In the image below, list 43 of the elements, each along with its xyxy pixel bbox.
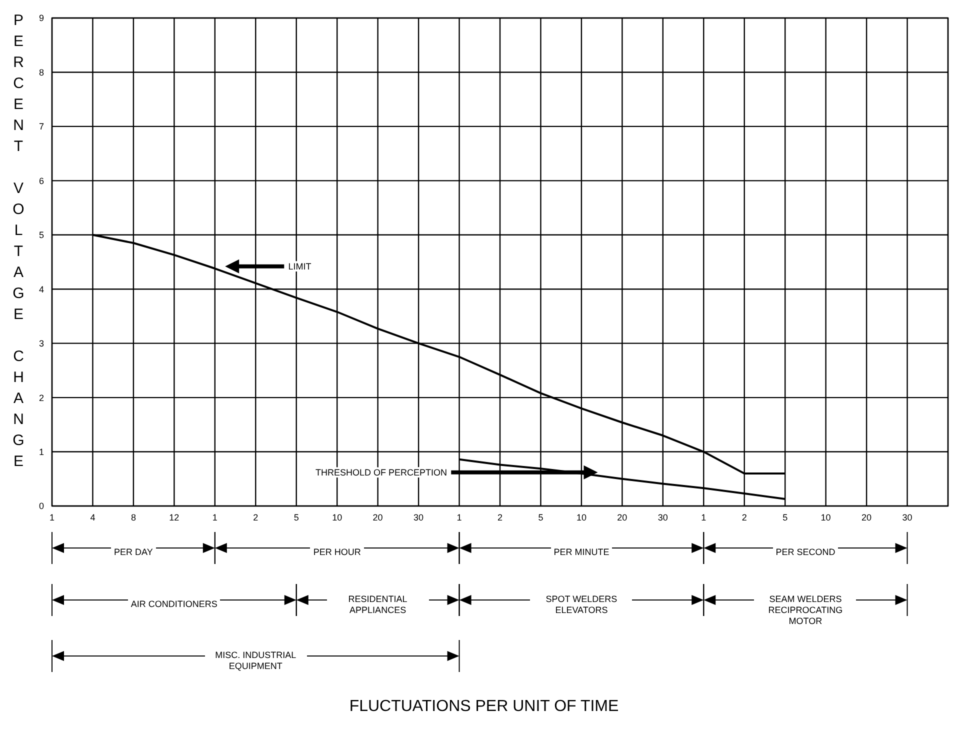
x-tick-label: 5 xyxy=(782,512,788,522)
x-tick-label: 5 xyxy=(294,512,299,522)
x-tick-label: 20 xyxy=(617,512,628,522)
x-tick-label: 20 xyxy=(372,512,383,522)
y-axis-title: PERCENT VOLTAGE CHANGE xyxy=(9,12,28,476)
x-tick-label: 10 xyxy=(576,512,586,522)
text: SPOT WELDERS ELEVATORS xyxy=(530,594,632,616)
text: PER SECOND xyxy=(772,547,838,558)
y-tick-label: 3 xyxy=(38,338,44,349)
text: SEAM WELDERS RECIPROCATING MOTOR xyxy=(754,594,856,627)
x-tick-label: 20 xyxy=(862,512,872,522)
y-tick-label: 7 xyxy=(38,122,44,132)
text: PER MINUTE xyxy=(550,547,612,558)
text: RESIDENTIAL APPLIANCES xyxy=(326,594,429,616)
x-tick-label: 12 xyxy=(169,512,180,522)
y-tick-label: 5 xyxy=(38,230,44,240)
y-tick-label: 6 xyxy=(38,176,44,186)
x-tick-label: 1 xyxy=(701,512,706,522)
x-tick-label: 2 xyxy=(742,512,747,522)
x-tick-label: 1 xyxy=(212,512,218,522)
text: MISC. INDUSTRIAL EQUIPMENT xyxy=(204,650,307,672)
y-tick-label: 1 xyxy=(38,446,44,457)
x-tick-label: 10 xyxy=(820,512,831,522)
x-tick-label: 2 xyxy=(497,512,503,522)
x-tick-label: 8 xyxy=(130,512,136,522)
y-tick-label: 8 xyxy=(38,67,44,78)
text: FLUCTUATIONS PER UNIT OF TIME xyxy=(348,698,620,716)
x-tick-label: 1 xyxy=(49,512,55,522)
x-tick-label: 4 xyxy=(90,512,96,522)
x-tick-label: 30 xyxy=(902,512,912,522)
y-tick-label: 9 xyxy=(38,13,44,24)
y-tick-label: 2 xyxy=(38,392,44,403)
x-tick-label: 1 xyxy=(456,512,462,522)
x-tick-label: 2 xyxy=(253,512,258,522)
text: PER HOUR xyxy=(310,547,364,558)
text: PER DAY xyxy=(111,547,156,558)
y-tick-label: 0 xyxy=(38,501,44,512)
x-tick-label: 10 xyxy=(332,512,342,522)
x-tick-label: 5 xyxy=(538,512,544,522)
y-tick-label: 4 xyxy=(38,284,44,294)
text: AIR CONDITIONERS xyxy=(128,599,220,610)
x-tick-label: 30 xyxy=(658,512,668,522)
x-tick-label: 30 xyxy=(414,512,424,522)
